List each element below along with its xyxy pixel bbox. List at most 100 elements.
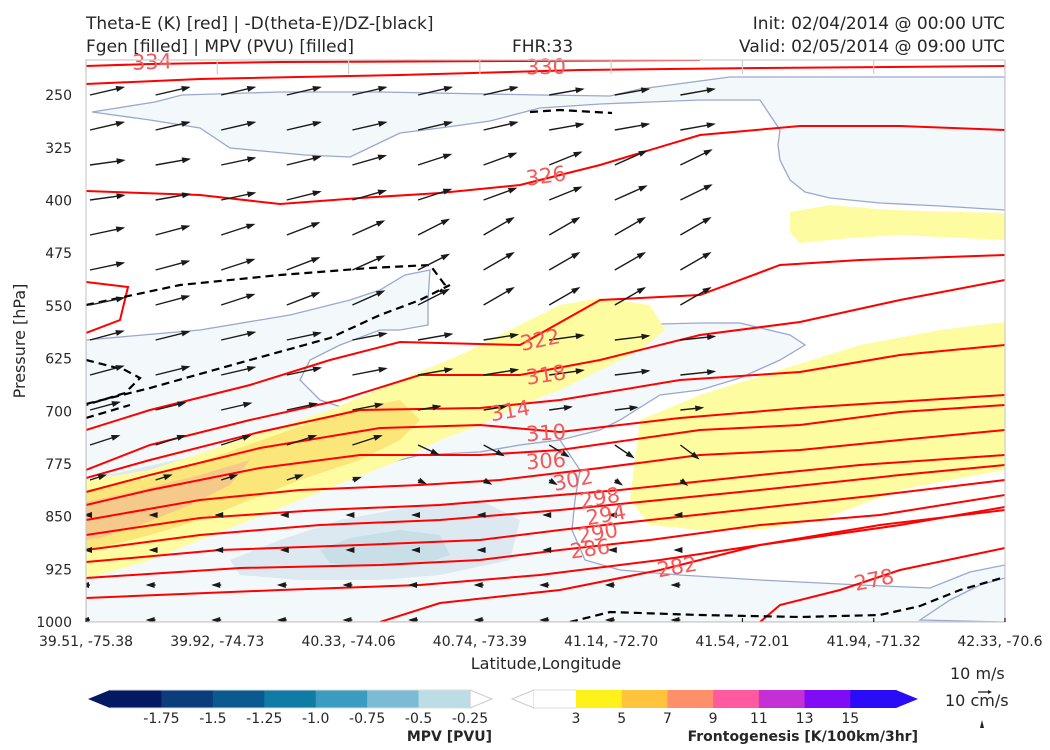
theta-e-contour [86,404,1005,506]
colorbar-tick-label: 11 [750,711,768,727]
theta-e-contour [86,454,1005,536]
wind-vector [352,220,386,236]
wind-vector [680,217,712,236]
ddz-contours [86,108,1005,622]
theta-e-contour [379,506,1005,622]
quiver-key-vertical-label: 10 cm/s [945,691,1009,710]
wind-vector [680,184,713,201]
x-tick-label: 39.92, -74.73 [170,634,264,650]
theta-e-contour [86,429,1005,521]
colorbar-segment [367,690,420,708]
wind-vector [352,435,383,446]
y-tick-label: 400 [45,194,72,210]
quiver-key-horizontal-arrowhead [988,690,992,694]
wind-vector [286,155,322,166]
wind-vector [220,258,256,271]
theta-e-contour [86,494,1005,579]
wind-vector [417,253,451,271]
mpv-colorbar: -1.75 -1.5 -1.25 -1.0 -0.75 -0.5 -0.25 [88,689,494,727]
wind-vector [352,290,386,306]
wind-vector [345,512,355,518]
theta-e-label: 318 [524,360,567,389]
forecast-hour: FHR:33 [512,37,574,57]
wind-vector [548,477,558,486]
y-tick-label: 700 [45,404,72,420]
wind-vector [411,547,420,553]
title-line-1: Theta-E (K) [red] | -D(theta-E)/DZ-[blac… [86,14,434,34]
frontogenesis-colorbar-title: Frontogenesis [K/100km/3hr] [688,729,918,745]
wind-vector [549,333,585,341]
wind-vector [352,366,388,376]
theta-e-label: 286 [568,534,611,563]
theta-e-contour [86,394,1005,493]
wind-vector [549,404,573,411]
ddz-contour [86,284,451,406]
wind-vector [614,87,651,96]
wind-vector [286,402,319,411]
colorbar-segment [804,690,851,708]
mpv-region [91,76,1005,211]
wind-vector [276,582,287,588]
wind-vector [155,401,187,411]
wind-vector [352,255,386,271]
wind-vector [89,474,108,481]
wind-vector [89,365,125,376]
wind-vector [417,477,428,485]
wind-vector [286,121,322,131]
wind-vector [221,156,257,166]
wind-vector [155,260,191,271]
wind-vector [221,331,257,341]
wind-vector [211,582,222,588]
colorbar-segment [212,690,265,708]
wind-vector [680,334,717,341]
wind-vector [614,150,648,166]
wind-vector [548,287,581,306]
ddz-contour [569,575,1005,622]
wind-vector [352,402,384,411]
fgen-region [86,460,250,540]
wind-vector [614,217,646,236]
theta-e-contour [86,60,701,67]
y-axis: 250 325 400 475 550 625 700 775 850 925 1000 [36,88,72,631]
wind-vector [155,121,191,131]
wind-vector [417,218,451,236]
wind-vector [155,474,173,481]
title-line-2: Fgen [filled] | MPV (PVU) [filled] [86,37,355,57]
colorbar-tick-label: -1.25 [246,711,282,727]
theta-e-contour [86,509,1005,599]
wind-vector [670,617,681,622]
wind-vector [155,435,187,446]
colorbar-segment [110,690,162,708]
wind-vector [411,512,420,518]
wind-vector [607,547,617,553]
colorbar-segment [713,690,760,708]
wind-vector [417,367,454,376]
colorbar-segment [850,690,897,708]
wind-vector [549,368,585,376]
wind-vector [542,512,552,518]
wind-vector [614,252,646,271]
colorbar-tick-label: 5 [617,711,626,727]
wind-vector [679,478,689,487]
wind-vector [408,582,418,588]
wind-vector [221,191,257,201]
wind-vector [145,617,156,622]
x-tick-label: 39.51, -75.38 [39,634,133,650]
quiver-key-arrows [978,690,992,728]
wind-vector [483,444,505,457]
wind-vector [680,122,716,131]
wind-vector [286,86,322,96]
wind-vector [286,435,318,446]
wind-vector [483,332,520,341]
wind-vector [542,547,552,553]
theta-e-contour [86,281,130,334]
wind-vector [155,192,192,201]
frontogenesis-colorbar: 3 5 7 9 11 13 15 [510,689,918,727]
wind-vector [155,157,192,166]
theta-e-contour [86,279,1005,471]
wind-vector [352,154,388,166]
colorbar-tick-label: -1.5 [199,711,226,727]
wind-vector [89,226,126,236]
wind-vector [670,582,681,588]
wind-vector [483,152,518,166]
